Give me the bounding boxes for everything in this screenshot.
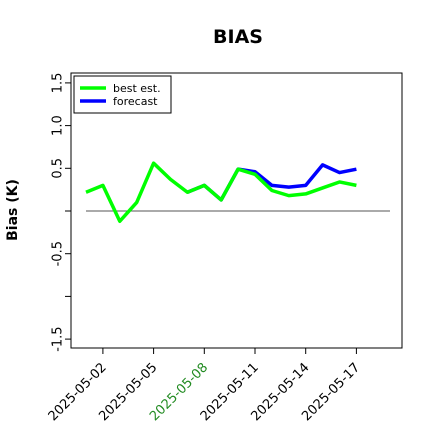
y-axis: -1.5 -0.5 0.5 1.0 1.5 [51, 73, 71, 352]
legend-box [73, 75, 172, 114]
y-tick-label: 0.5 [51, 158, 66, 179]
legend-label-forecast: forecast [113, 95, 158, 108]
y-tick-label: -1.5 [51, 326, 66, 351]
series-line-best-est [85, 161, 357, 223]
y-axis-label: Bias (K) [5, 179, 21, 241]
chart-title: BIAS [213, 26, 263, 48]
y-tick-label: 1.0 [51, 115, 66, 136]
y-tick-label: 1.5 [51, 73, 66, 94]
x-axis: 2025-05-022025-05-052025-05-082025-05-11… [46, 348, 363, 424]
legend: best est.forecast [73, 75, 172, 114]
series-layer [85, 161, 357, 223]
legend-label-best-est: best est. [113, 82, 161, 95]
y-tick-label: -0.5 [51, 241, 66, 266]
